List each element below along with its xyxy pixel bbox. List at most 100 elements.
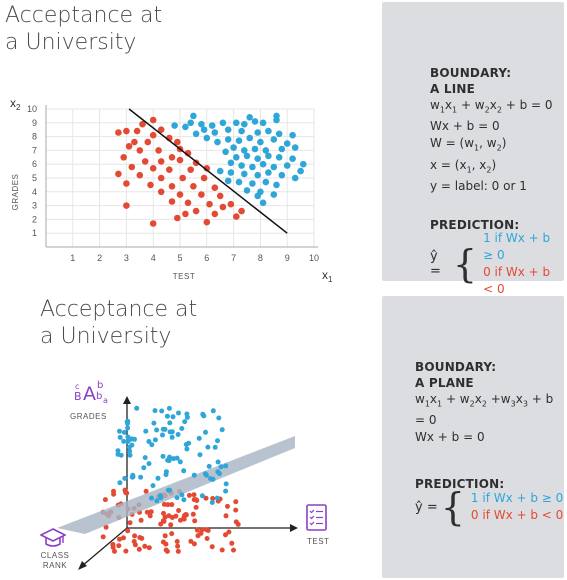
accepted-point — [210, 476, 216, 482]
data-point — [235, 178, 243, 186]
rejected-point — [174, 539, 180, 544]
accepted-point — [122, 475, 128, 481]
data-point — [270, 136, 278, 143]
accepted-point — [184, 411, 190, 417]
y-hat: ŷ = — [415, 499, 438, 515]
rejected-point — [136, 546, 142, 552]
chart-points — [115, 112, 307, 227]
data-point — [147, 181, 154, 189]
data-point — [275, 130, 283, 138]
accepted-point — [212, 444, 218, 450]
rejected-point — [191, 541, 197, 547]
rejected-point — [111, 491, 117, 497]
rank-axis-arrow-icon — [78, 561, 87, 570]
data-point — [251, 145, 259, 153]
rejected-point — [117, 536, 122, 542]
accepted-point — [181, 497, 187, 503]
test-sheet-icon — [306, 504, 327, 531]
rejected-point — [162, 514, 168, 520]
data-point — [243, 187, 251, 194]
data-point — [187, 119, 194, 127]
rejected-point — [147, 513, 153, 519]
accepted-point — [174, 495, 180, 501]
accepted-point — [218, 464, 224, 470]
accepted-point — [205, 444, 211, 450]
data-point — [291, 144, 299, 151]
data-point — [254, 155, 261, 162]
accepted-point — [214, 495, 220, 501]
accepted-point — [149, 495, 154, 501]
data-point — [182, 210, 189, 218]
rejected-point — [102, 497, 108, 503]
data-point — [233, 119, 240, 127]
boundary-type: A PLANE — [415, 376, 474, 390]
rejected-points-3d — [100, 487, 241, 554]
grade-letter-c: c — [75, 382, 80, 391]
rejected-point — [219, 547, 225, 553]
data-point — [123, 202, 130, 209]
accepted-point — [121, 429, 127, 435]
bottom-title: Acceptance at a University — [40, 296, 197, 350]
data-point — [251, 118, 259, 125]
data-point — [246, 114, 253, 121]
data-point — [182, 123, 189, 131]
accepted-point — [149, 442, 155, 448]
accepted-point — [202, 471, 208, 477]
data-point — [211, 184, 219, 191]
grades-icon: c B A b b a — [74, 380, 114, 412]
data-point — [283, 140, 291, 147]
rejected-point — [165, 502, 171, 508]
graduation-cap-icon — [40, 528, 66, 547]
rejected-point — [233, 507, 239, 513]
data-point — [214, 138, 221, 146]
data-point — [174, 214, 181, 222]
x-tick-label: 10 — [309, 253, 319, 263]
rejected-point — [188, 538, 194, 544]
data-point — [157, 188, 165, 196]
accepted-point — [127, 448, 133, 454]
rejected-point — [192, 518, 198, 524]
grades-label: GRADES — [70, 412, 107, 421]
data-point — [190, 112, 197, 120]
data-point — [133, 127, 141, 135]
y-axis-name: x2 — [10, 96, 21, 112]
data-point — [166, 166, 173, 173]
data-point — [136, 171, 144, 179]
rejected-point — [194, 527, 200, 533]
test-label: TEST — [307, 537, 330, 546]
rejected-point — [231, 547, 236, 553]
rejected-point — [158, 521, 164, 527]
rejected-point — [146, 545, 152, 551]
grade-letter-b2: b — [96, 391, 103, 402]
y-tick-label: 5 — [32, 173, 37, 183]
accepted-point — [170, 414, 176, 420]
data-point — [149, 165, 157, 172]
x-axis-name: x1 — [322, 268, 333, 284]
accepted-point — [223, 463, 229, 469]
data-point — [254, 129, 261, 136]
rejected-point — [175, 548, 181, 554]
accepted-point — [176, 410, 181, 416]
rejected-point — [223, 532, 228, 538]
data-point — [289, 131, 296, 139]
data-point — [246, 134, 253, 142]
accepted-point — [115, 448, 121, 454]
y-tick-label: 2 — [32, 214, 37, 224]
prediction-case-reject: 0 if Wx + b < 0 — [470, 508, 564, 522]
data-point — [265, 169, 272, 176]
data-point — [289, 155, 296, 162]
data-point — [149, 220, 157, 227]
rejected-point — [183, 512, 189, 517]
data-point — [273, 112, 280, 120]
rejected-point — [193, 504, 199, 510]
rejected-point — [127, 520, 133, 526]
accepted-point — [179, 426, 185, 431]
data-point — [176, 191, 184, 198]
accepted-point — [181, 468, 187, 474]
rejected-point — [175, 543, 181, 549]
data-point — [259, 199, 267, 207]
data-point — [168, 198, 176, 205]
data-point — [176, 156, 184, 164]
data-point — [233, 154, 240, 161]
rejected-point — [191, 492, 197, 498]
